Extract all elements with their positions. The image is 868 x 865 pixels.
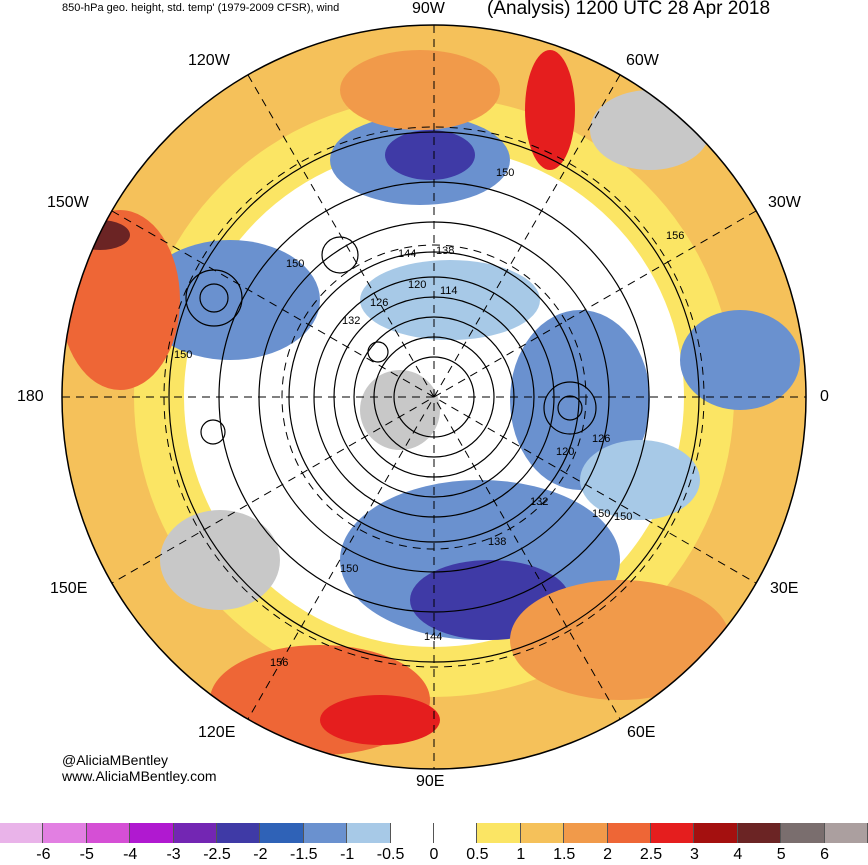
author-handle: @AliciaMBentley bbox=[62, 752, 169, 768]
contour-label: 150 bbox=[496, 167, 514, 179]
lon-label-150w: 150W bbox=[47, 194, 89, 211]
contour-label: 138 bbox=[436, 245, 454, 257]
colorbar-swatch bbox=[520, 823, 565, 843]
lon-label-30w: 30W bbox=[768, 194, 801, 211]
contour-label: 132 bbox=[342, 315, 360, 327]
colorbar-swatch bbox=[0, 823, 44, 843]
colorbar-swatch bbox=[694, 823, 738, 843]
contour-label: 126 bbox=[592, 433, 610, 445]
contour-label: 150 bbox=[614, 511, 632, 523]
contour-label: 126 bbox=[370, 297, 388, 309]
colorbar bbox=[0, 823, 868, 843]
contour-label-group: 150 144 138 120 114 132 126 156 150 120 … bbox=[174, 167, 684, 669]
contour-label: 132 bbox=[530, 496, 548, 508]
colorbar-swatch bbox=[347, 823, 391, 843]
contour-label: 156 bbox=[270, 657, 288, 669]
contour-label: 150 bbox=[286, 258, 304, 270]
contour-label: 138 bbox=[488, 536, 506, 548]
lon-label-90e: 90E bbox=[416, 773, 445, 790]
colorbar-swatch bbox=[390, 823, 434, 843]
lon-label-60e: 60E bbox=[627, 724, 656, 741]
contour-label: 144 bbox=[424, 631, 442, 643]
lon-label-180: 180 bbox=[17, 388, 44, 405]
colorbar-tick-label: 1 bbox=[516, 846, 526, 863]
colorbar-tick-label: -1 bbox=[340, 846, 355, 863]
colorbar-tick-label: 5 bbox=[776, 846, 786, 863]
colorbar-swatch bbox=[86, 823, 131, 843]
colorbar-tick-label: -5 bbox=[79, 846, 94, 863]
colorbar-tick-label: 2.5 bbox=[639, 846, 663, 863]
colorbar-tick-label: 0 bbox=[429, 846, 439, 863]
colorbar-tick-label: 4 bbox=[733, 846, 743, 863]
contour-label: 150 bbox=[174, 349, 192, 361]
colorbar-swatch bbox=[477, 823, 521, 843]
contour-label: 150 bbox=[340, 563, 358, 575]
valid-time: (Analysis) 1200 UTC 28 Apr 2018 bbox=[487, 0, 771, 19]
polar-map: 150 144 138 120 114 132 126 156 150 120 … bbox=[61, 24, 807, 770]
lon-label-120e: 120E bbox=[198, 724, 236, 741]
colorbar-tick-label: 6 bbox=[820, 846, 830, 863]
lon-label-90w: 90W bbox=[412, 0, 445, 17]
author-credit: @AliciaMBentley www.AliciaMBentley.com bbox=[62, 752, 217, 784]
colorbar-tick-label: -2.5 bbox=[203, 846, 231, 863]
graticule bbox=[62, 25, 806, 769]
colorbar-swatch bbox=[173, 823, 217, 843]
colorbar-swatch bbox=[607, 823, 651, 843]
colorbar-swatch bbox=[130, 823, 174, 843]
colorbar-swatch bbox=[217, 823, 261, 843]
colorbar-swatch bbox=[737, 823, 782, 843]
colorbar-tick-label: -2 bbox=[253, 846, 268, 863]
colorbar-tick-label: 1.5 bbox=[553, 846, 576, 863]
colorbar-tick-label: -6 bbox=[36, 846, 51, 863]
colorbar-swatch bbox=[260, 823, 304, 843]
colorbar-swatch bbox=[824, 823, 868, 843]
colorbar-tick-label: 0.5 bbox=[466, 846, 489, 863]
colorbar-tick-label: -1.5 bbox=[290, 846, 318, 863]
colorbar-swatch bbox=[303, 823, 348, 843]
colorbar-swatch bbox=[43, 823, 87, 843]
lon-label-60w: 60W bbox=[626, 52, 659, 69]
colorbar-swatch bbox=[434, 823, 478, 843]
map-border bbox=[61, 24, 807, 770]
lon-label-30e: 30E bbox=[770, 580, 799, 597]
contour-label: 150 bbox=[592, 508, 610, 520]
lon-label-0: 0 bbox=[820, 388, 829, 405]
map-title: 850-hPa geo. height, std. temp' (1979-20… bbox=[62, 2, 340, 14]
author-website: www.AliciaMBentley.com bbox=[62, 768, 217, 784]
colorbar-tick-label: -0.5 bbox=[376, 846, 405, 863]
colorbar-swatch bbox=[651, 823, 695, 843]
colorbar-tick-label: -4 bbox=[123, 846, 138, 863]
contour-label: 156 bbox=[666, 230, 684, 242]
colorbar-tick-label: 2 bbox=[603, 846, 613, 863]
colorbar-swatch bbox=[781, 823, 825, 843]
lon-label-120w: 120W bbox=[188, 52, 230, 69]
lon-label-150e: 150E bbox=[50, 580, 88, 597]
colorbar-tick-label: 3 bbox=[689, 846, 699, 863]
contour-label: 120 bbox=[556, 446, 574, 458]
contour-label: 144 bbox=[398, 248, 416, 260]
contour-label: 120 bbox=[408, 279, 426, 291]
colorbar-tick-label: -3 bbox=[166, 846, 181, 863]
colorbar-swatch bbox=[564, 823, 608, 843]
contour-label: 114 bbox=[440, 285, 458, 297]
